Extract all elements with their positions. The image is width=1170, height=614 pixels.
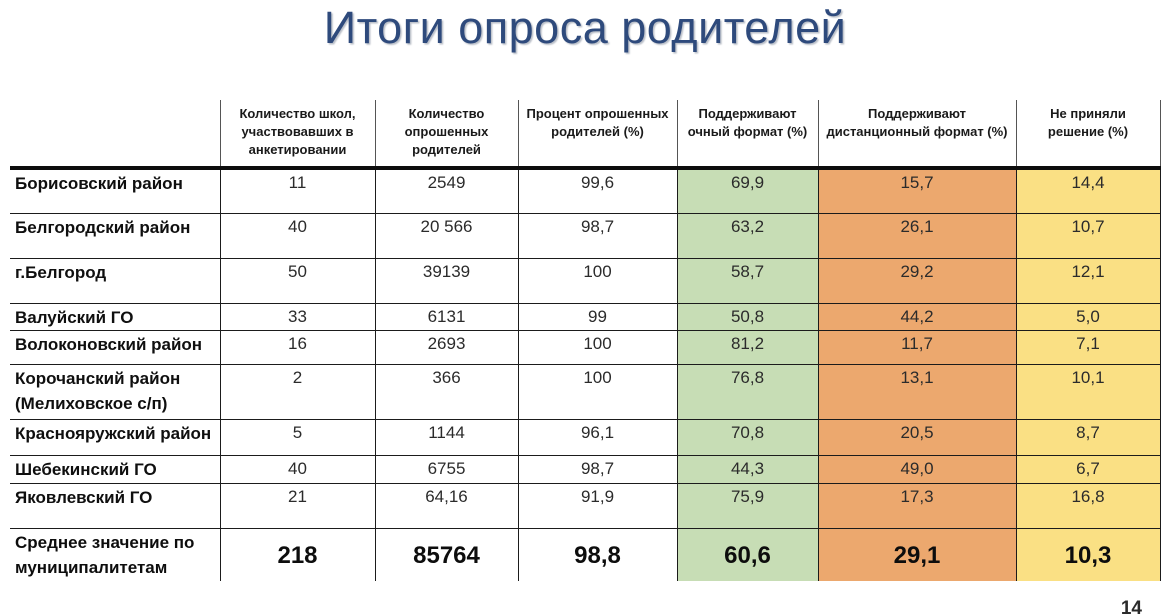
row-label: Шебекинский ГО: [10, 455, 221, 484]
cell-schools: 40: [219, 212, 376, 259]
cell-remote: 20,5: [817, 419, 1017, 457]
cell-undecided: 12,1: [1015, 257, 1161, 304]
cell-percent: 100: [517, 257, 678, 304]
cell-undecided: 10,3: [1015, 527, 1161, 582]
cell-inperson: 50,8: [676, 302, 819, 332]
cell-parents: 366: [374, 364, 519, 421]
row-label: Белгородский район: [10, 212, 221, 259]
cell-undecided: 10,1: [1015, 364, 1161, 421]
cell-parents: 64,16: [374, 482, 519, 529]
cell-parents: 20 566: [374, 212, 519, 259]
cell-parents: 2549: [374, 167, 519, 214]
cell-inperson: 60,6: [676, 527, 819, 582]
cell-inperson: 76,8: [676, 364, 819, 421]
header-support-remote: Поддерживают дистанционный формат (%): [817, 100, 1016, 170]
cell-parents: 85764: [374, 527, 519, 582]
row-label: Краснояружский район: [10, 419, 221, 457]
table-row: Шебекинский ГО 40 6755 98,7 44,3 49,0 6,…: [10, 455, 1161, 484]
cell-percent: 98,7: [517, 455, 678, 484]
cell-percent: 91,9: [517, 482, 678, 529]
cell-percent: 96,1: [517, 419, 678, 457]
header-percent-surveyed: Процент опрошенных родителей (%): [517, 100, 677, 170]
row-label: Среднее значение по муниципалитетам: [10, 527, 221, 582]
row-label: Валуйский ГО: [10, 302, 221, 332]
cell-remote: 13,1: [817, 364, 1017, 421]
cell-schools: 50: [219, 257, 376, 304]
table-row: Борисовский район 11 2549 99,6 69,9 15,7…: [10, 167, 1161, 214]
cell-percent: 98,7: [517, 212, 678, 259]
table-row: Яковлевский ГО 21 64,16 91,9 75,9 17,3 1…: [10, 482, 1161, 529]
header-schools-count: Количество школ, участвовавших в анкетир…: [219, 100, 375, 170]
table-row: Корочанский район (Мелиховское с/п) 2 36…: [10, 364, 1161, 421]
cell-inperson: 44,3: [676, 455, 819, 484]
survey-results-table: Количество школ, участвовавших в анкетир…: [10, 100, 1161, 582]
cell-remote: 17,3: [817, 482, 1017, 529]
cell-schools: 33: [219, 302, 376, 332]
cell-parents: 6755: [374, 455, 519, 484]
row-label: Яковлевский ГО: [10, 482, 221, 529]
cell-undecided: 10,7: [1015, 212, 1161, 259]
table-row: Краснояружский район 5 1144 96,1 70,8 20…: [10, 419, 1161, 457]
cell-schools: 2: [219, 364, 376, 421]
page-title: Итоги опроса родителей: [323, 2, 847, 53]
cell-percent: 100: [517, 330, 678, 366]
cell-percent: 99,6: [517, 167, 678, 214]
cell-undecided: 7,1: [1015, 330, 1161, 366]
cell-parents: 6131: [374, 302, 519, 332]
cell-parents: 39139: [374, 257, 519, 304]
cell-undecided: 16,8: [1015, 482, 1161, 529]
cell-schools: 11: [219, 167, 376, 214]
page-number: 14: [1120, 598, 1142, 614]
cell-schools: 5: [219, 419, 376, 457]
cell-remote: 11,7: [817, 330, 1017, 366]
cell-schools: 16: [219, 330, 376, 366]
cell-remote: 49,0: [817, 455, 1017, 484]
table-row: г.Белгород 50 39139 100 58,7 29,2 12,1: [10, 257, 1161, 304]
cell-undecided: 8,7: [1015, 419, 1161, 457]
cell-remote: 26,1: [817, 212, 1017, 259]
cell-parents: 2693: [374, 330, 519, 366]
cell-inperson: 69,9: [676, 167, 819, 214]
cell-inperson: 70,8: [676, 419, 819, 457]
cell-inperson: 58,7: [676, 257, 819, 304]
cell-percent: 98,8: [517, 527, 678, 582]
cell-remote: 15,7: [817, 167, 1017, 214]
cell-inperson: 75,9: [676, 482, 819, 529]
cell-percent: 99: [517, 302, 678, 332]
cell-schools: 40: [219, 455, 376, 484]
cell-inperson: 63,2: [676, 212, 819, 259]
cell-schools: 21: [219, 482, 376, 529]
cell-parents: 1144: [374, 419, 519, 457]
table-row: Белгородский район 40 20 566 98,7 63,2 2…: [10, 212, 1161, 259]
cell-remote: 29,2: [817, 257, 1017, 304]
cell-undecided: 6,7: [1015, 455, 1161, 484]
cell-inperson: 81,2: [676, 330, 819, 366]
header-row: Количество школ, участвовавших в анкетир…: [10, 100, 1161, 170]
header-corner-empty: [10, 100, 220, 170]
row-label: г.Белгород: [10, 257, 221, 304]
average-row: Среднее значение по муниципалитетам 218 …: [10, 527, 1161, 582]
cell-remote: 29,1: [817, 527, 1017, 582]
header-undecided: Не приняли решение (%): [1015, 100, 1161, 170]
header-support-inperson: Поддерживают очный формат (%): [676, 100, 818, 170]
table-row: Волоконовский район 16 2693 100 81,2 11,…: [10, 330, 1161, 366]
cell-schools: 218: [219, 527, 376, 582]
header-parents-surveyed: Количество опрошенных родителей: [374, 100, 518, 170]
cell-undecided: 14,4: [1015, 167, 1161, 214]
row-label: Волоконовский район: [10, 330, 221, 366]
row-label: Корочанский район (Мелиховское с/п): [10, 364, 221, 421]
table-row: Валуйский ГО 33 6131 99 50,8 44,2 5,0: [10, 302, 1161, 332]
row-label: Борисовский район: [10, 167, 221, 214]
cell-undecided: 5,0: [1015, 302, 1161, 332]
cell-percent: 100: [517, 364, 678, 421]
cell-remote: 44,2: [817, 302, 1017, 332]
